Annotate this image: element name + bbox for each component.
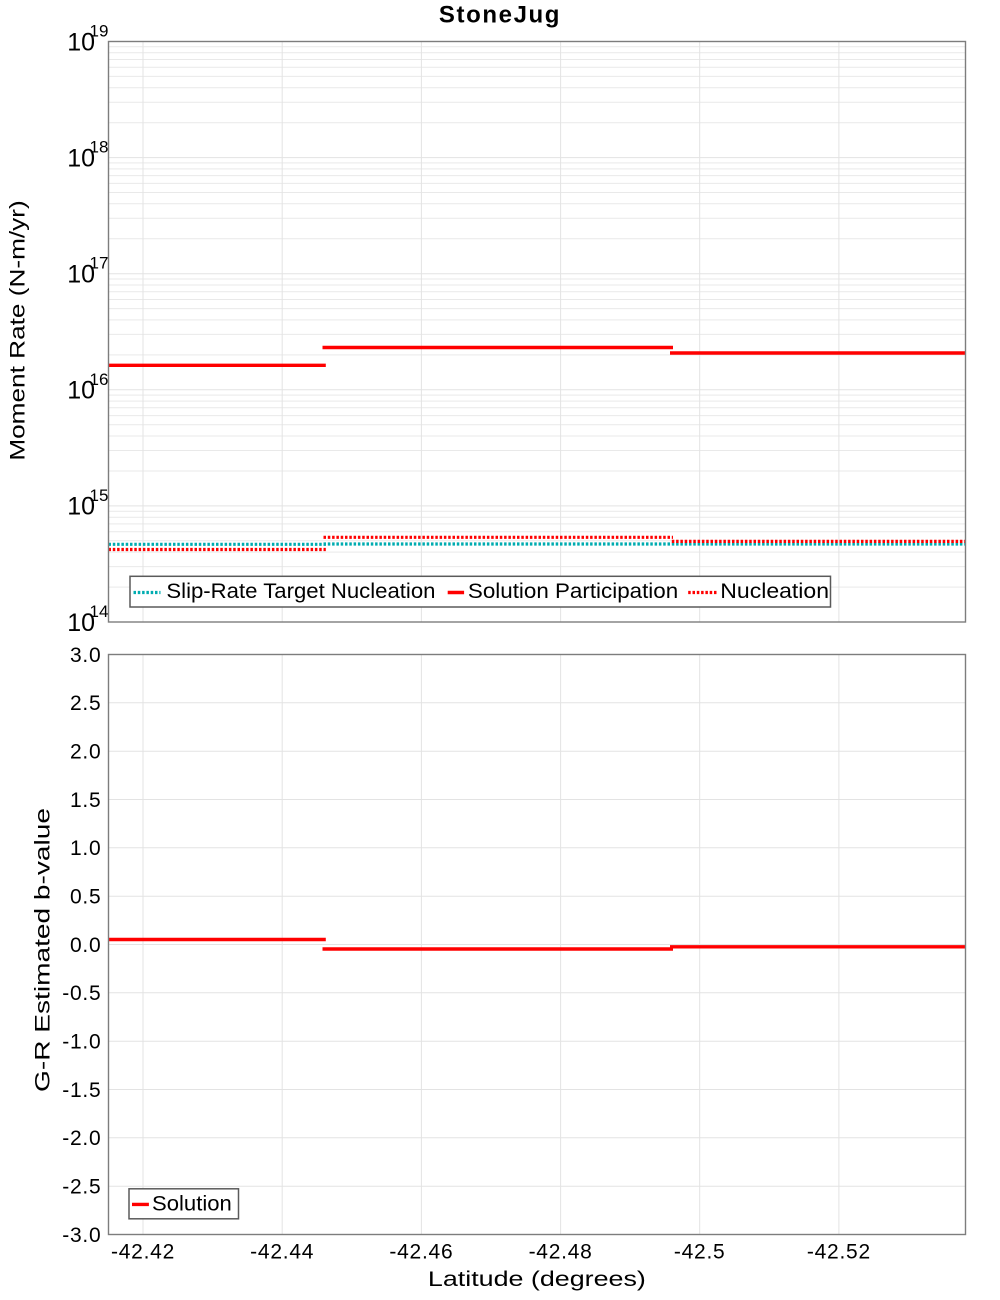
svg-text:18: 18 [90,138,109,157]
svg-text:-3.0: -3.0 [62,1224,101,1247]
svg-text:1.0: 1.0 [70,837,101,860]
svg-text:Slip-Rate Target Nucleation: Slip-Rate Target Nucleation [166,580,435,603]
svg-text:19: 19 [90,22,109,41]
svg-text:Latitude (degrees): Latitude (degrees) [428,1268,646,1291]
svg-text:G-R Estimated b-value: G-R Estimated b-value [32,808,55,1092]
svg-text:-2.5: -2.5 [62,1176,101,1199]
svg-text:0.0: 0.0 [70,934,101,957]
svg-text:10: 10 [67,493,95,521]
svg-text:-42.42: -42.42 [111,1241,175,1264]
svg-text:0.5: 0.5 [70,886,101,909]
svg-text:-1.0: -1.0 [62,1031,101,1054]
svg-text:16: 16 [90,370,109,389]
svg-text:10: 10 [67,28,95,56]
svg-text:-0.5: -0.5 [62,982,101,1005]
svg-text:3.0: 3.0 [70,644,101,667]
svg-text:Nucleation: Nucleation [720,580,829,603]
svg-text:17: 17 [90,254,109,273]
svg-text:-2.0: -2.0 [62,1127,101,1150]
svg-text:-42.5: -42.5 [674,1241,726,1264]
svg-text:Moment Rate (N-m/yr): Moment Rate (N-m/yr) [7,200,30,460]
svg-text:-42.52: -42.52 [807,1241,871,1264]
svg-text:-42.46: -42.46 [389,1241,453,1264]
svg-text:2.5: 2.5 [70,692,101,715]
svg-text:Solution Participation: Solution Participation [468,580,678,603]
svg-text:10: 10 [67,144,95,172]
svg-text:10: 10 [67,609,95,637]
svg-text:2.0: 2.0 [70,741,101,764]
svg-text:-42.44: -42.44 [250,1241,314,1264]
svg-text:-42.48: -42.48 [529,1241,593,1264]
svg-text:10: 10 [67,261,95,289]
svg-text:14: 14 [90,602,109,621]
svg-text:15: 15 [90,486,109,505]
svg-text:StoneJug: StoneJug [439,2,561,29]
svg-text:-1.5: -1.5 [62,1079,101,1102]
svg-text:1.5: 1.5 [70,789,101,812]
svg-text:10: 10 [67,377,95,405]
svg-text:Solution: Solution [152,1193,232,1216]
